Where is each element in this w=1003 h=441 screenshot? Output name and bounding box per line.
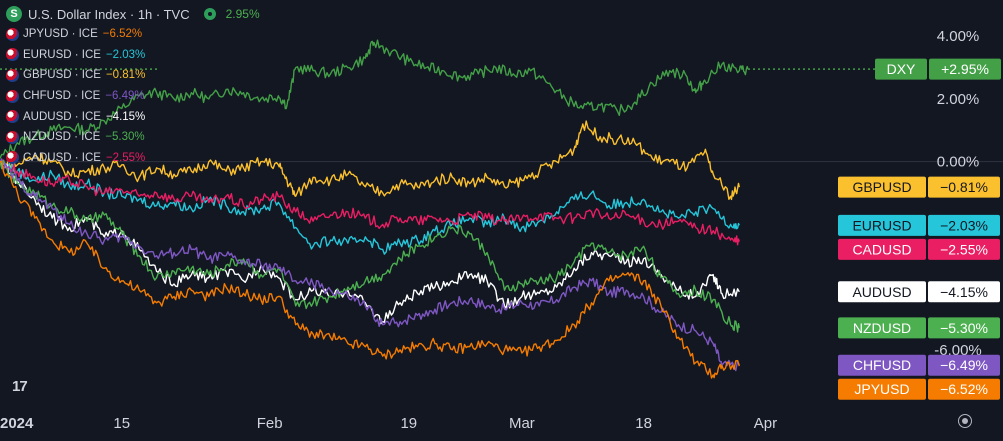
x-tick-label: 18 <box>635 415 652 432</box>
series-line-dxy <box>0 39 749 159</box>
x-tick-label: 19 <box>400 415 417 432</box>
tag-value: +2.95% <box>941 61 989 77</box>
symbol-change: 2.95% <box>225 7 260 21</box>
legend-symbol: JPYUSD · ICE <box>23 28 98 41</box>
y-tick-label: 2.00% <box>937 91 980 108</box>
tag-name: GBPUSD <box>852 179 911 195</box>
price-tag-dxy: DXY +2.95% <box>875 58 1001 80</box>
legend-row-jpyusd[interactable]: JPYUSD · ICE −6.52% <box>6 24 260 45</box>
price-tag-cadusd: CADUSD −2.55% <box>838 238 1000 260</box>
y-tick-label: 0.00% <box>937 154 980 171</box>
legend-title-row[interactable]: S U.S. Dollar Index · 1h · TVC 2.95% <box>6 4 260 24</box>
price-tag-chfusd: CHFUSD −6.49% <box>838 354 1000 376</box>
legend-symbol: EURUSD · ICE <box>23 48 101 61</box>
price-tags: DXY +2.95% GBPUSD −0.81% EURUSD −2.03% CADUSD −… <box>838 58 1001 400</box>
legend-symbol: CADUSD · ICE <box>23 151 101 164</box>
tag-name: CHFUSD <box>853 357 911 373</box>
tag-name: AUDUSD <box>852 284 911 300</box>
symbol-title: U.S. Dollar Index · 1h · TVC <box>28 6 190 22</box>
y-axis-labels: 4.00% 2.00% 0.00% -6.00% <box>934 28 982 359</box>
tag-value: −0.81% <box>940 179 988 195</box>
series-line-gbpusd <box>0 120 740 201</box>
legend-row-gbpusd[interactable]: GBPUSD · ICE −0.81% <box>6 65 260 86</box>
x-tick-label: Apr <box>754 415 777 432</box>
tag-value: −6.49% <box>940 357 988 373</box>
currency-flag-icon <box>6 151 19 165</box>
price-tag-gbpusd: GBPUSD −0.81% <box>838 176 1000 198</box>
tag-name: CADUSD <box>852 241 911 257</box>
tag-value: −5.30% <box>940 320 988 336</box>
x-tick-label: 2024 <box>0 415 34 432</box>
series-line-jpyusd <box>0 160 740 379</box>
currency-flag-icon <box>6 89 19 103</box>
chart-grid <box>0 68 1003 163</box>
chart-legend: S U.S. Dollar Index · 1h · TVC 2.95% JPY… <box>6 4 260 168</box>
legend-value: −2.55% <box>105 151 146 164</box>
y-tick-label: -6.00% <box>934 342 982 359</box>
symbol-logo-icon: S <box>6 6 22 22</box>
legend-value: −6.49% <box>105 90 145 103</box>
visibility-icon[interactable] <box>203 8 216 20</box>
tag-value: −2.55% <box>940 241 988 257</box>
tag-value: −6.52% <box>940 381 988 397</box>
tradingview-logo: 17 <box>12 378 28 395</box>
legend-symbol: CHFUSD · ICE <box>23 90 101 103</box>
legend-value: −6.52% <box>102 28 143 41</box>
x-tick-label: Mar <box>509 415 535 432</box>
tag-name: JPYUSD <box>854 381 909 397</box>
currency-flag-icon <box>6 68 19 82</box>
legend-value: −0.81% <box>105 69 146 82</box>
price-tag-nzdusd: NZDUSD −5.30% <box>838 317 1000 339</box>
legend-row-eurusd[interactable]: EURUSD · ICE −2.03% <box>6 45 260 66</box>
legend-row-cadusd[interactable]: CADUSD · ICE −2.55% <box>6 148 260 169</box>
currency-flag-icon <box>6 48 19 62</box>
legend-value: −5.30% <box>105 131 145 144</box>
price-tag-eurusd: EURUSD −2.03% <box>838 214 1000 236</box>
series-line-eurusd <box>0 160 740 255</box>
tag-name: EURUSD <box>852 217 911 233</box>
currency-flag-icon <box>6 110 19 124</box>
legend-symbol: AUDUSD · ICE <box>23 110 101 123</box>
y-tick-label: 4.00% <box>937 28 980 45</box>
series-line-cadusd <box>0 159 740 246</box>
currency-flag-icon <box>6 27 19 41</box>
legend-value: −2.03% <box>105 48 146 61</box>
legend-symbol: NZDUSD · ICE <box>23 131 101 144</box>
price-tag-jpyusd: JPYUSD −6.52% <box>838 378 1000 400</box>
legend-row-nzdusd[interactable]: NZDUSD · ICE −5.30% <box>6 127 260 148</box>
legend-row-audusd[interactable]: AUDUSD · ICE −4.15% <box>6 106 260 127</box>
tag-name: NZDUSD <box>853 320 911 336</box>
x-tick-label: Feb <box>257 415 283 432</box>
legend-rows: JPYUSD · ICE −6.52% EURUSD · ICE −2.03% GBPU… <box>6 24 260 168</box>
price-tag-audusd: AUDUSD −4.15% <box>838 281 1000 303</box>
x-axis-labels: 2024 15 Feb 19 Mar 18 Apr <box>0 415 777 432</box>
legend-symbol: GBPUSD · ICE <box>23 69 101 82</box>
x-tick-label: 15 <box>113 415 130 432</box>
settings-target-icon[interactable] <box>958 414 972 428</box>
tag-name: DXY <box>887 61 916 77</box>
legend-row-chfusd[interactable]: CHFUSD · ICE −6.49% <box>6 86 260 107</box>
currency-flag-icon <box>6 130 19 144</box>
tag-value: −4.15% <box>940 284 988 300</box>
series-line-chfusd <box>0 158 740 372</box>
legend-value: −4.15% <box>105 110 146 123</box>
series-lines <box>0 39 749 379</box>
tag-value: −2.03% <box>940 217 988 233</box>
